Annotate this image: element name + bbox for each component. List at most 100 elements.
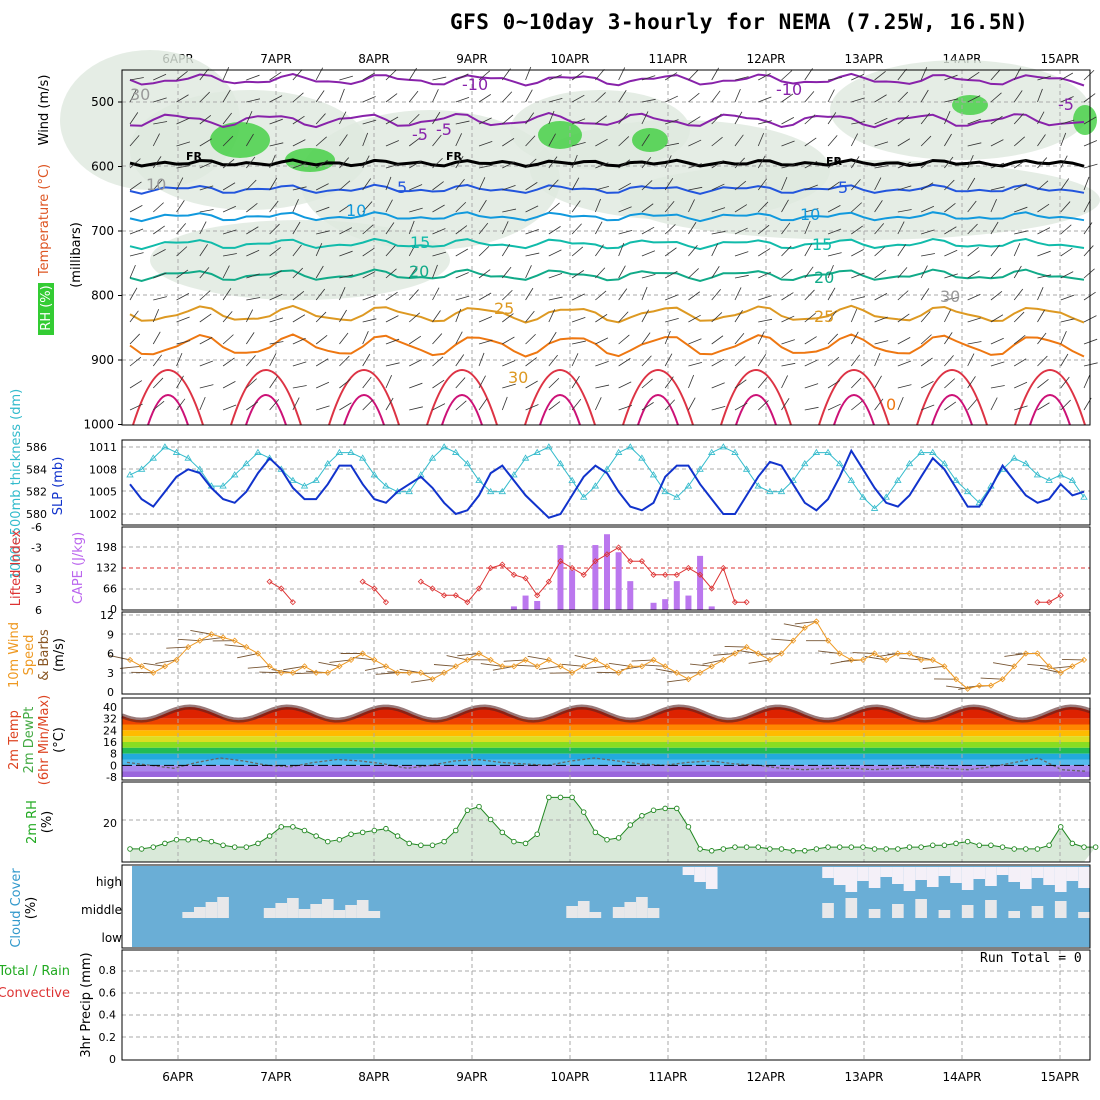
wind-barb bbox=[618, 334, 630, 345]
wind-barb bbox=[897, 221, 905, 235]
wind-barb-10m bbox=[329, 659, 352, 663]
cloud-high-cell bbox=[892, 867, 904, 884]
wind-barb bbox=[711, 382, 725, 389]
rh-point bbox=[685, 824, 692, 830]
rh-point bbox=[1034, 846, 1041, 852]
wind-barb bbox=[199, 360, 214, 367]
wind-barb bbox=[176, 246, 188, 257]
li-point bbox=[673, 571, 680, 578]
wind-speed-point bbox=[883, 656, 890, 663]
day-label-top: 7APR bbox=[260, 52, 291, 66]
wind-barb bbox=[664, 72, 678, 81]
day-label-top: 8APR bbox=[358, 52, 389, 66]
thickness-point bbox=[347, 448, 355, 455]
contour-label: -10 bbox=[776, 80, 802, 99]
wind-barb bbox=[595, 314, 608, 323]
wind-barb bbox=[525, 265, 532, 279]
upper-air-panel bbox=[121, 69, 1091, 426]
wind-barb-10m bbox=[166, 646, 189, 649]
wind-barb bbox=[967, 177, 976, 191]
wind-barb bbox=[711, 243, 719, 257]
thickness-point bbox=[1057, 471, 1065, 478]
wind-barb bbox=[199, 115, 212, 125]
wind-barb bbox=[246, 98, 261, 103]
wind-barb bbox=[455, 73, 469, 81]
cloud-middle-cell bbox=[985, 900, 997, 918]
wind-barb bbox=[176, 293, 190, 301]
wind-barb bbox=[501, 91, 513, 103]
wind-speed-point bbox=[487, 656, 494, 663]
wind-barb bbox=[967, 376, 976, 389]
wind-barb bbox=[1014, 206, 1028, 213]
wind-barb bbox=[269, 118, 283, 125]
wind-speed-point bbox=[499, 663, 506, 670]
wind-barb bbox=[688, 116, 701, 125]
wind-barb bbox=[269, 142, 284, 147]
wind-barb bbox=[1083, 375, 1091, 389]
wind-barb bbox=[944, 156, 954, 169]
wind-barb bbox=[408, 137, 421, 147]
wind-barb bbox=[222, 381, 236, 389]
wind-barb bbox=[409, 382, 423, 389]
thickness-point bbox=[754, 482, 762, 489]
wind-barb bbox=[781, 93, 794, 103]
wind-barb bbox=[1083, 176, 1090, 191]
wind-barb bbox=[478, 199, 487, 213]
temp-axis-label: Temperature (°C) bbox=[37, 164, 52, 277]
contour-40 bbox=[833, 394, 875, 426]
wind-barb bbox=[874, 141, 889, 147]
wind-speed-point bbox=[697, 669, 704, 676]
thickness-point bbox=[708, 448, 716, 455]
wind-barb bbox=[804, 161, 818, 169]
wind-barb bbox=[641, 378, 653, 389]
wind-barb bbox=[548, 74, 562, 81]
wind-barb bbox=[641, 286, 648, 301]
li-tick: -3 bbox=[31, 542, 42, 555]
wind-speed-point bbox=[208, 631, 215, 638]
wind-barb bbox=[153, 296, 167, 301]
thickness-point bbox=[161, 443, 169, 450]
wind-barb-10m bbox=[352, 656, 375, 661]
wind-speed-point bbox=[731, 650, 739, 657]
thickness-point bbox=[440, 443, 448, 450]
wind-barb bbox=[525, 158, 537, 169]
wind-barb bbox=[153, 97, 167, 103]
day-label-bottom: 13APR bbox=[844, 1070, 883, 1084]
wind-barb bbox=[758, 295, 772, 301]
rh-point bbox=[185, 836, 191, 843]
wind-barb bbox=[385, 375, 392, 389]
thickness-point bbox=[882, 493, 890, 500]
cloud-middle-cell bbox=[345, 905, 357, 918]
wind-barb bbox=[641, 134, 650, 147]
wind-barb bbox=[385, 69, 397, 81]
wind-barb bbox=[595, 138, 608, 147]
wind-barb bbox=[618, 206, 632, 213]
wind-barb-10m bbox=[143, 662, 165, 667]
rh-point bbox=[557, 794, 564, 801]
wind-barb-10m bbox=[411, 678, 433, 683]
contour-30 bbox=[129, 333, 1085, 358]
wind-barb bbox=[804, 359, 818, 367]
wind-barb bbox=[548, 309, 556, 323]
li-point bbox=[417, 578, 424, 585]
li-point bbox=[685, 564, 692, 572]
temp-band bbox=[122, 742, 1090, 748]
rh-point bbox=[522, 840, 529, 847]
wind-barb bbox=[432, 111, 441, 125]
rh-shading bbox=[538, 121, 582, 149]
wind-barb bbox=[781, 268, 793, 279]
rh-point bbox=[895, 846, 901, 852]
wind-barb bbox=[548, 331, 557, 345]
wind-barb bbox=[199, 290, 211, 301]
wind-barb bbox=[362, 178, 372, 191]
rh-point bbox=[999, 844, 1006, 850]
thickness-point bbox=[894, 476, 902, 483]
wind-barb-10m bbox=[237, 653, 259, 659]
rh-point bbox=[848, 844, 855, 850]
wind-barb bbox=[688, 268, 699, 279]
wind-barb bbox=[757, 201, 769, 213]
thickness-point bbox=[289, 476, 297, 483]
wind-barb bbox=[874, 375, 882, 389]
wind-speed-point bbox=[615, 669, 622, 676]
thickness-point bbox=[521, 454, 530, 461]
